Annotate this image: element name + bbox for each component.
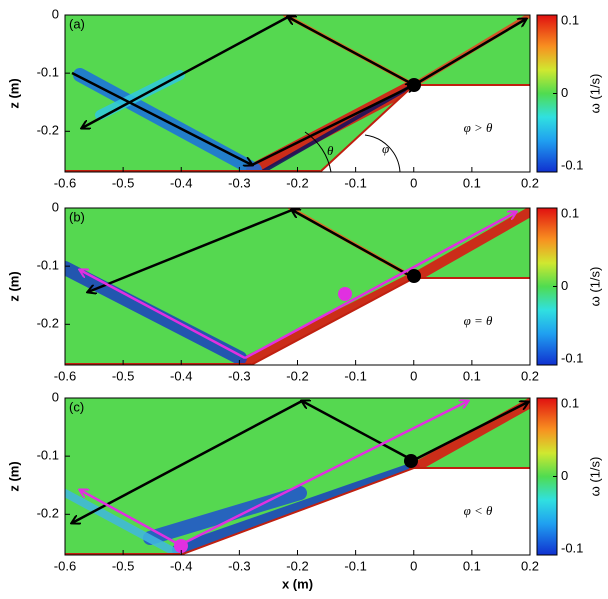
- colorbar-tick-label: -0.1: [561, 540, 583, 555]
- x-tick-label: 0.1: [463, 558, 481, 573]
- ray-arrow: [88, 208, 293, 292]
- x-tick-label: -0.3: [228, 368, 250, 383]
- colorbar-tick-label: 0.1: [561, 12, 579, 27]
- x-tick-label: -0.2: [286, 558, 308, 573]
- vorticity-beam: [65, 261, 247, 365]
- vorticity-beam: [143, 486, 307, 545]
- x-tick-label: 0.2: [521, 558, 539, 573]
- x-tick-label: -0.1: [344, 558, 366, 573]
- x-tick-label: 0.2: [521, 175, 539, 190]
- source-dot: [338, 287, 352, 301]
- colorbar-tick-label: 0.1: [561, 205, 579, 220]
- field: [65, 398, 530, 555]
- field: [65, 208, 530, 365]
- colorbar-tick-label: 0: [561, 278, 568, 293]
- panel: -0.6 -0.5 -0.4 -0.3 -0.2 -0.1 0 0.1 0.2 0 -0.1 -0.2…: [6, 389, 602, 591]
- ray-arrow: [244, 212, 516, 360]
- x-tick-label: -0.5: [112, 175, 134, 190]
- topography: [251, 278, 530, 365]
- x-tick-label: -0.4: [170, 558, 192, 573]
- x-tick-label: -0.3: [228, 175, 250, 190]
- angle-arc: [364, 134, 401, 173]
- x-tick-label: 0: [410, 175, 417, 190]
- vorticity-beam: [260, 85, 412, 172]
- x-tick-label: -0.4: [170, 368, 192, 383]
- panel-label: (a): [69, 16, 85, 31]
- x-tick-label: -0.1: [344, 175, 366, 190]
- regime-label: φ = θ: [464, 313, 493, 328]
- angle-arc: [304, 131, 332, 173]
- x-tick-label: -0.5: [112, 558, 134, 573]
- ray-arrow: [80, 490, 181, 547]
- angle-label: θ: [327, 143, 334, 158]
- ray-arrow: [411, 402, 528, 463]
- x-tick-label: -0.2: [286, 368, 308, 383]
- ray-arrow: [179, 401, 468, 547]
- panel: -0.6 -0.5 -0.4 -0.3 -0.2 -0.1 0 0.1 0.2 0 -0.1 -0.2…: [6, 199, 602, 383]
- ray-arrow: [302, 401, 415, 463]
- ray-arrow: [413, 19, 526, 87]
- colorbar-tick-label: -0.1: [561, 350, 583, 365]
- x-tick-label: 0.2: [521, 368, 539, 383]
- regime-label: φ < θ: [464, 503, 493, 518]
- vorticity-beam: [65, 489, 184, 555]
- x-tick-label: 0: [410, 368, 417, 383]
- y-tick-label: 0: [52, 6, 59, 21]
- colorbar-tick-label: 0: [561, 468, 568, 483]
- ray-arrow: [251, 85, 414, 167]
- source-dot: [404, 454, 418, 468]
- y-tick-label: 0: [52, 199, 59, 214]
- ray-arrow: [72, 399, 303, 523]
- ray-arrow: [82, 15, 289, 128]
- angle-label: φ: [382, 141, 389, 156]
- y-tick-label: -0.2: [37, 316, 59, 331]
- y-tick-label: -0.2: [37, 506, 59, 521]
- ray-arrow: [80, 270, 246, 360]
- field: [65, 15, 530, 172]
- y-tick-label: 0: [52, 389, 59, 404]
- source-dot: [407, 78, 421, 92]
- x-tick-label: -0.6: [54, 368, 76, 383]
- x-tick-label: -0.3: [228, 558, 250, 573]
- regime-label: φ > θ: [464, 120, 493, 135]
- colorbar-label: ω (1/s): [587, 74, 602, 114]
- x-tick-label: 0: [410, 558, 417, 573]
- colorbar-tick-label: 0: [561, 85, 568, 100]
- x-tick-label: 0.1: [463, 175, 481, 190]
- y-tick-label: -0.2: [37, 123, 59, 138]
- colorbar-label: ω (1/s): [587, 457, 602, 497]
- colorbar-label: ω (1/s): [587, 267, 602, 307]
- x-tick-label: -0.1: [344, 368, 366, 383]
- x-tick-label: -0.6: [54, 175, 76, 190]
- panel-label: (b): [69, 209, 85, 224]
- x-tick-label: 0.1: [463, 368, 481, 383]
- topography: [180, 468, 530, 555]
- x-axis-label: x (m): [282, 576, 313, 591]
- topography: [320, 85, 530, 172]
- y-tick-label: -0.1: [37, 65, 59, 80]
- colorbar-tick-label: 0.1: [561, 395, 579, 410]
- x-tick-label: -0.2: [286, 175, 308, 190]
- x-tick-label: -0.5: [112, 368, 134, 383]
- ray-arrow: [288, 17, 415, 87]
- vorticity-beam: [409, 208, 530, 283]
- source-dot: [407, 269, 421, 283]
- panel-label: (c): [69, 399, 84, 414]
- colorbar-tick-label: -0.1: [561, 157, 583, 172]
- y-tick-label: -0.1: [37, 258, 59, 273]
- y-axis-label: z (m): [6, 461, 21, 491]
- x-tick-label: -0.4: [170, 175, 192, 190]
- vorticity-beam: [409, 398, 530, 473]
- panel: -0.6 -0.5 -0.4 -0.3 -0.2 -0.1 0 0.1 0.2 0 -0.1 -0.2…: [6, 6, 602, 190]
- x-tick-label: -0.6: [54, 558, 76, 573]
- y-axis-label: z (m): [6, 78, 21, 108]
- ray-arrow: [71, 71, 252, 165]
- y-tick-label: -0.1: [37, 448, 59, 463]
- bottom-line: [179, 467, 530, 555]
- source-dot: [174, 539, 188, 553]
- ray-arrow: [292, 210, 415, 280]
- y-axis-label: z (m): [6, 271, 21, 301]
